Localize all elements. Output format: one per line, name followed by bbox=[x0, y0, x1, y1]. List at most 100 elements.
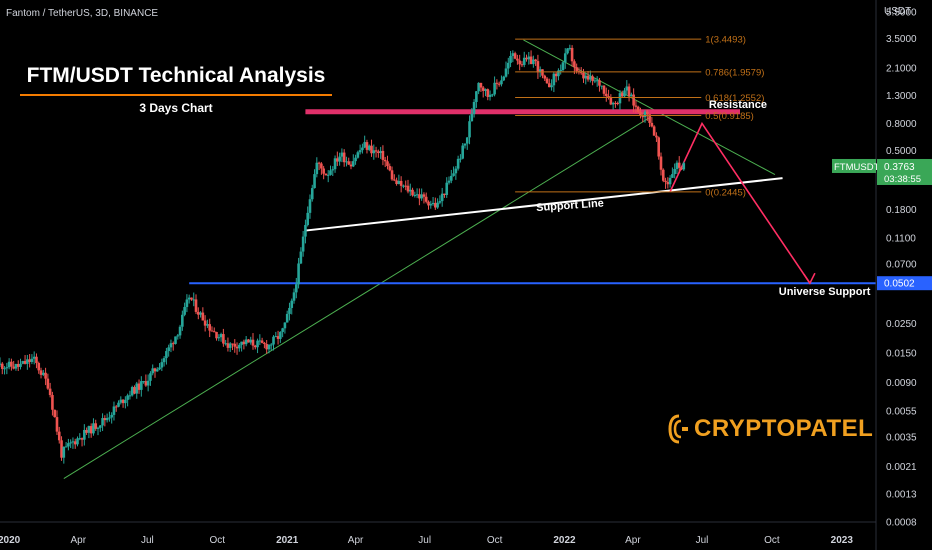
candle-body bbox=[121, 399, 125, 404]
candle-body bbox=[290, 300, 294, 308]
candle-body bbox=[153, 368, 157, 372]
candle-body bbox=[162, 358, 166, 363]
candle-body bbox=[336, 158, 339, 162]
candle-body bbox=[361, 147, 364, 151]
candle-body bbox=[64, 446, 68, 448]
candle-body bbox=[26, 359, 29, 364]
support-line bbox=[305, 177, 783, 232]
y-tick-label: 1.3000 bbox=[886, 91, 917, 102]
candle-body bbox=[3, 368, 6, 370]
candle-body bbox=[354, 157, 357, 162]
candle-body bbox=[101, 418, 104, 426]
candle-body bbox=[313, 174, 316, 189]
candle-body bbox=[53, 409, 57, 418]
candle-body bbox=[418, 194, 421, 199]
candle-body bbox=[570, 47, 574, 62]
candle-body bbox=[181, 314, 184, 327]
candle-body bbox=[545, 78, 549, 84]
candle-body bbox=[506, 62, 510, 69]
candle-body bbox=[149, 373, 152, 381]
candle-body bbox=[210, 330, 214, 332]
y-tick-label: 0.0090 bbox=[886, 378, 917, 389]
candle-body bbox=[76, 438, 79, 445]
candle-body bbox=[548, 83, 551, 88]
candle-body bbox=[279, 331, 282, 339]
candle-body bbox=[281, 328, 284, 332]
candle-body bbox=[534, 59, 537, 62]
candle-body bbox=[495, 82, 499, 84]
candle-body bbox=[0, 363, 4, 369]
candle-body bbox=[358, 150, 362, 153]
candle-body bbox=[187, 297, 191, 300]
candle-body bbox=[349, 164, 353, 167]
resistance-label: Resistance bbox=[709, 99, 767, 111]
candle-body bbox=[431, 202, 435, 205]
candle-body bbox=[126, 395, 129, 400]
candle-body bbox=[274, 336, 278, 338]
candle-body bbox=[646, 111, 649, 115]
candle-body bbox=[331, 169, 335, 171]
candle-body bbox=[10, 361, 13, 367]
candle-body bbox=[7, 361, 11, 368]
candle-body bbox=[477, 82, 480, 92]
candle-body bbox=[513, 53, 517, 59]
candle-body bbox=[28, 359, 31, 362]
candle-body bbox=[315, 162, 319, 175]
candle-body bbox=[680, 167, 683, 170]
candle-body bbox=[675, 162, 679, 169]
candle-body bbox=[502, 76, 506, 81]
candle-body bbox=[516, 58, 519, 61]
candle-body bbox=[413, 195, 417, 197]
candle-body bbox=[550, 85, 553, 88]
candle-body bbox=[42, 372, 45, 375]
candle-body bbox=[461, 145, 464, 159]
universe-support-label: Universe Support bbox=[779, 286, 871, 298]
candle-body bbox=[650, 122, 654, 127]
candle-body bbox=[44, 372, 47, 379]
candle-body bbox=[627, 86, 631, 97]
candle-body bbox=[183, 306, 186, 315]
candle-body bbox=[124, 399, 127, 404]
candle-body bbox=[424, 196, 428, 202]
candle-body bbox=[251, 339, 255, 346]
candle-body bbox=[155, 369, 159, 372]
candle-body bbox=[240, 341, 243, 345]
candle-body bbox=[538, 69, 542, 73]
candle-body bbox=[488, 94, 492, 97]
candle-body bbox=[247, 339, 250, 343]
candle-body bbox=[529, 56, 533, 65]
candle-body bbox=[527, 56, 531, 60]
y-tick-label: 0.5000 bbox=[886, 146, 917, 157]
candle-body bbox=[459, 158, 462, 160]
candle-body bbox=[611, 102, 615, 105]
candle-countdown: 03:38:55 bbox=[884, 174, 921, 185]
candle-body bbox=[465, 137, 469, 144]
candle-body bbox=[559, 70, 563, 72]
support-line-label: Support Line bbox=[536, 197, 605, 214]
chart-annotations: Resistance Support Line Universe Support bbox=[536, 99, 871, 298]
candle-body bbox=[536, 61, 540, 73]
candle-body bbox=[673, 168, 676, 175]
candle-body bbox=[196, 311, 200, 315]
candle-body bbox=[486, 89, 490, 97]
candle-body bbox=[584, 75, 588, 79]
candle-body bbox=[32, 356, 36, 359]
candle-body bbox=[591, 76, 594, 81]
candle-body bbox=[443, 193, 446, 195]
candle-body bbox=[297, 263, 300, 285]
symbol-badge-label: FTMUSDT bbox=[834, 162, 880, 173]
candle-body bbox=[23, 361, 27, 364]
candle-body bbox=[260, 340, 264, 343]
cryptopatel-logo-icon bbox=[668, 414, 688, 444]
candle-body bbox=[304, 224, 307, 237]
candle-body bbox=[105, 418, 109, 421]
candle-body bbox=[276, 336, 280, 339]
candle-body bbox=[598, 80, 601, 86]
candle-body bbox=[383, 159, 387, 162]
candle-body bbox=[12, 366, 15, 369]
candle-body bbox=[57, 431, 61, 441]
y-tick-label: 0.0700 bbox=[886, 260, 917, 271]
candle-body bbox=[595, 80, 599, 82]
